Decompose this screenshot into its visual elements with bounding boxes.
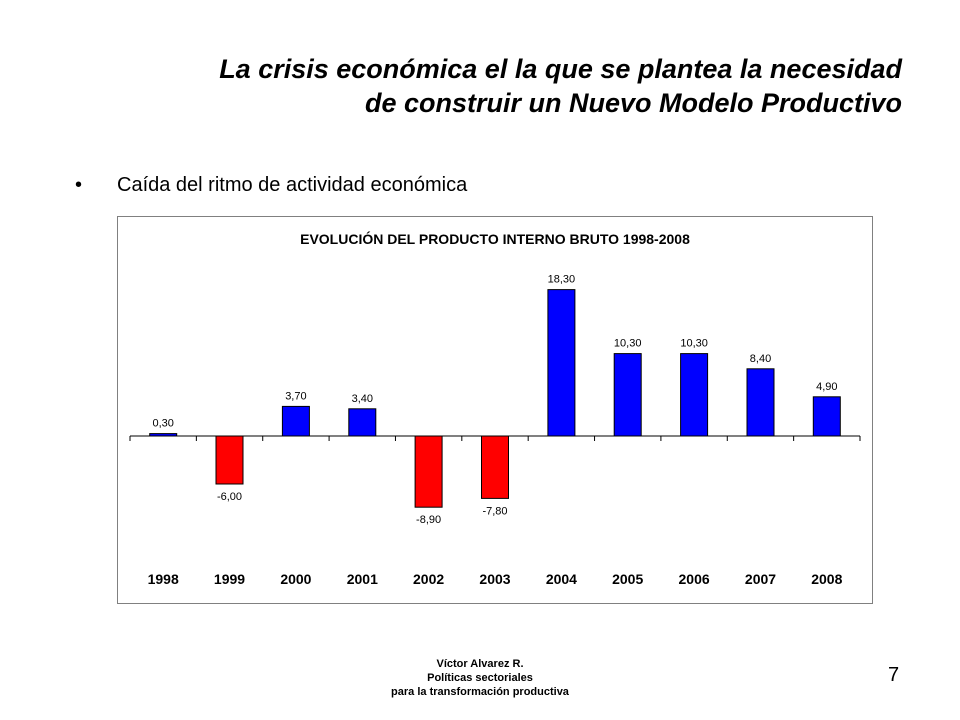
bullet-dot-icon: • [75,174,83,196]
footer-author: Víctor Alvarez R. [436,658,524,670]
x-tick-label-2004: 2004 [546,571,577,587]
labels-layer: 0,30 1998 -6,00 1999 3,70 2000 3,40 2001 -8,90 20… [148,274,843,587]
bullet-text: Caída del ritmo de actividad económica [117,174,468,196]
data-label-2004: 18,30 [548,274,576,286]
x-tick-label-2006: 2006 [679,571,710,587]
ticks-layer [129,436,861,441]
data-label-2005: 10,30 [614,338,642,350]
x-tick-label-1999: 1999 [214,571,245,587]
x-tick-label-2008: 2008 [811,571,842,587]
x-tick-label-2003: 2003 [479,571,510,587]
bar-2000 [281,405,310,437]
bar-2001 [348,408,377,437]
slide-title-line-1: La crisis económica el la que se plantea… [219,54,902,84]
x-tick-label-2002: 2002 [413,571,444,587]
slide-title: La crisis económica el la que se plantea… [62,52,902,120]
page-number: 7 [888,664,900,686]
bar-2007 [746,368,775,437]
bar-2002 [414,435,443,508]
x-tick-label-1998: 1998 [148,571,179,587]
data-label-2006: 10,30 [680,338,708,350]
data-label-1999: -6,00 [217,491,242,503]
data-label-2000: 3,70 [285,390,306,402]
data-label-2001: 3,40 [352,393,373,405]
bars-layer [149,289,841,508]
footer-subtitle: para la transformación productiva [391,686,569,698]
x-tick-label-2001: 2001 [347,571,378,587]
data-label-2003: -7,80 [482,505,507,517]
bar-2006 [680,353,709,437]
data-label-1998: 0,30 [152,418,173,430]
x-tick-label-2005: 2005 [612,571,643,587]
bar-2005 [613,353,642,437]
gdp-chart-svg: EVOLUCIÓN DEL PRODUCTO INTERNO BRUTO 199… [129,230,861,587]
x-tick-label-2000: 2000 [280,571,311,587]
bar-2004 [547,289,576,437]
data-label-2002: -8,90 [416,514,441,526]
data-label-2007: 8,40 [750,353,771,365]
bar-2008 [812,396,841,437]
data-label-2008: 4,90 [816,381,837,393]
slide-title-line-2: de construir un Nuevo Modelo Productivo [364,88,902,118]
x-tick-label-2007: 2007 [745,571,776,587]
footer: Víctor Alvarez R. Políticas sectoriales … [340,657,620,699]
gdp-chart: EVOLUCIÓN DEL PRODUCTO INTERNO BRUTO 199… [117,216,873,604]
chart-title: EVOLUCIÓN DEL PRODUCTO INTERNO BRUTO 199… [300,230,690,247]
footer-course: Políticas sectoriales [427,672,533,684]
bar-2003 [481,435,509,499]
bar-1999 [215,435,244,485]
bullet-item: • Caída del ritmo de actividad económica [75,174,467,197]
